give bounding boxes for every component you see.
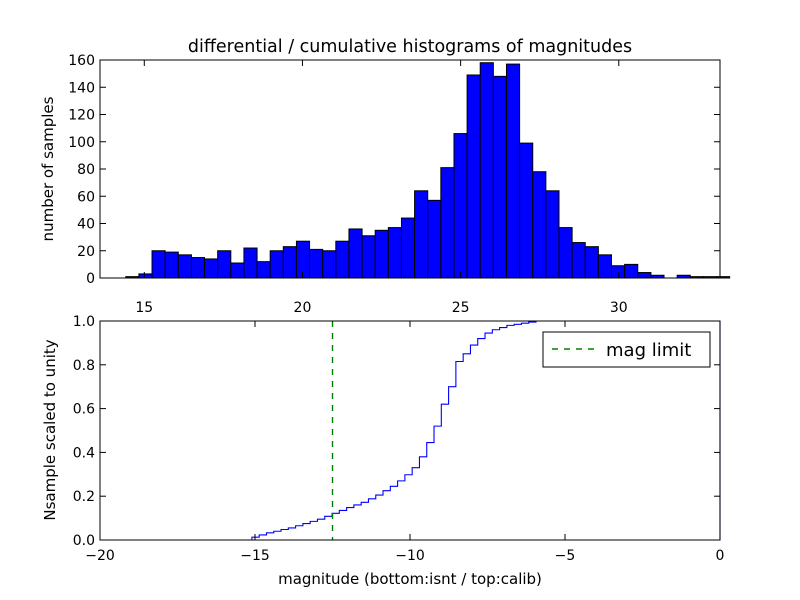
- histogram-bar: [243, 247, 258, 279]
- histogram-bar: [624, 263, 639, 279]
- x-tick-label: −20: [85, 548, 115, 564]
- histogram-bar: [361, 235, 376, 279]
- histogram-bar: [387, 227, 402, 279]
- y-tick-label: 1.0: [73, 314, 95, 330]
- histogram-bar: [335, 240, 350, 279]
- bottom-x-axis-label: magnitude (bottom:isnt / top:calib): [278, 570, 542, 588]
- x-tick-label: −15: [240, 548, 270, 564]
- histogram-bar: [230, 262, 245, 279]
- y-tick-label: 0: [86, 271, 95, 287]
- histogram-bar: [558, 227, 573, 279]
- y-tick-label: 100: [68, 135, 95, 151]
- bottom-x-ticks: −20 −15 −10 −5 0: [85, 321, 724, 564]
- histogram-bar: [151, 250, 166, 279]
- y-tick-label: 120: [68, 108, 95, 124]
- histogram-bar: [282, 246, 297, 279]
- histogram-bar: [190, 257, 206, 279]
- histogram-bar: [505, 63, 521, 279]
- histogram-bar: [374, 229, 389, 279]
- legend-label-mag-limit: mag limit: [606, 340, 691, 361]
- histogram-bar: [414, 190, 429, 279]
- histogram-bar: [256, 261, 271, 279]
- histogram-bar: [400, 217, 416, 279]
- bottom-panel: 0.0 0.2 0.4 0.6 0.8 1.0 −20 −15 −10 −5 0 Nsample …: [41, 314, 724, 588]
- y-tick-label: 0.8: [73, 358, 95, 374]
- histogram-bar: [269, 250, 284, 279]
- histogram-bar: [427, 199, 442, 279]
- x-tick-label: −10: [395, 548, 425, 564]
- x-tick-label: 30: [610, 300, 628, 316]
- histogram-bar: [532, 171, 547, 279]
- x-tick-label: 15: [135, 300, 153, 316]
- histogram-bar: [597, 254, 612, 279]
- y-tick-label: 140: [68, 80, 95, 96]
- histogram-bar: [440, 167, 455, 279]
- x-tick-label: −5: [555, 548, 576, 564]
- histogram-bar: [637, 272, 652, 279]
- top-y-axis-label: number of samples: [39, 96, 57, 241]
- top-panel: differential / cumulative histograms of …: [39, 37, 731, 316]
- y-tick-label: 0.2: [73, 489, 95, 505]
- cumulative-step-line: [100, 320, 721, 541]
- top-x-ticks: 15 20 25 30: [135, 60, 628, 316]
- histogram-bar: [466, 74, 481, 279]
- y-tick-label: 160: [68, 53, 95, 69]
- y-tick-label: 40: [77, 217, 95, 233]
- histogram-bar: [453, 133, 468, 279]
- top-y-ticks: 0 20 40 60 80 100 120 140 160: [68, 53, 720, 287]
- histogram-bar: [138, 273, 153, 279]
- histogram-bar: [309, 248, 324, 279]
- histogram-bar: [322, 250, 337, 279]
- histogram-bar: [584, 246, 599, 279]
- histogram-bar: [348, 228, 363, 279]
- histogram-bar: [492, 75, 507, 279]
- bottom-axes-frame: [99, 320, 721, 541]
- histogram-bar: [164, 251, 179, 279]
- chart-title: differential / cumulative histograms of …: [188, 37, 632, 57]
- y-tick-label: 0.6: [73, 402, 95, 418]
- y-tick-label: 0.4: [73, 445, 95, 461]
- histogram-bar: [716, 276, 731, 279]
- x-tick-label: 25: [452, 300, 470, 316]
- legend-frame: [542, 331, 711, 368]
- y-tick-label: 20: [77, 244, 95, 260]
- histogram-bar: [217, 250, 232, 279]
- y-tick-label: 60: [77, 189, 95, 205]
- histogram-bar: [204, 258, 219, 279]
- top-axes-frame: [99, 59, 721, 279]
- histogram-bar: [571, 242, 586, 279]
- x-tick-label: 0: [716, 548, 725, 564]
- histogram-bar: [611, 265, 626, 279]
- y-tick-label: 0.0: [73, 533, 95, 549]
- histogram-bar: [479, 62, 494, 279]
- histogram-bar: [519, 142, 534, 279]
- bottom-lines: [100, 320, 721, 541]
- histogram-bar: [177, 254, 192, 279]
- y-tick-label: 80: [77, 162, 95, 178]
- legend: mag limit: [542, 331, 711, 368]
- histogram-bar: [295, 240, 311, 279]
- bottom-y-axis-label: Nsample scaled to unity: [41, 339, 59, 520]
- histogram-bar: [545, 190, 560, 279]
- x-tick-label: 20: [294, 300, 312, 316]
